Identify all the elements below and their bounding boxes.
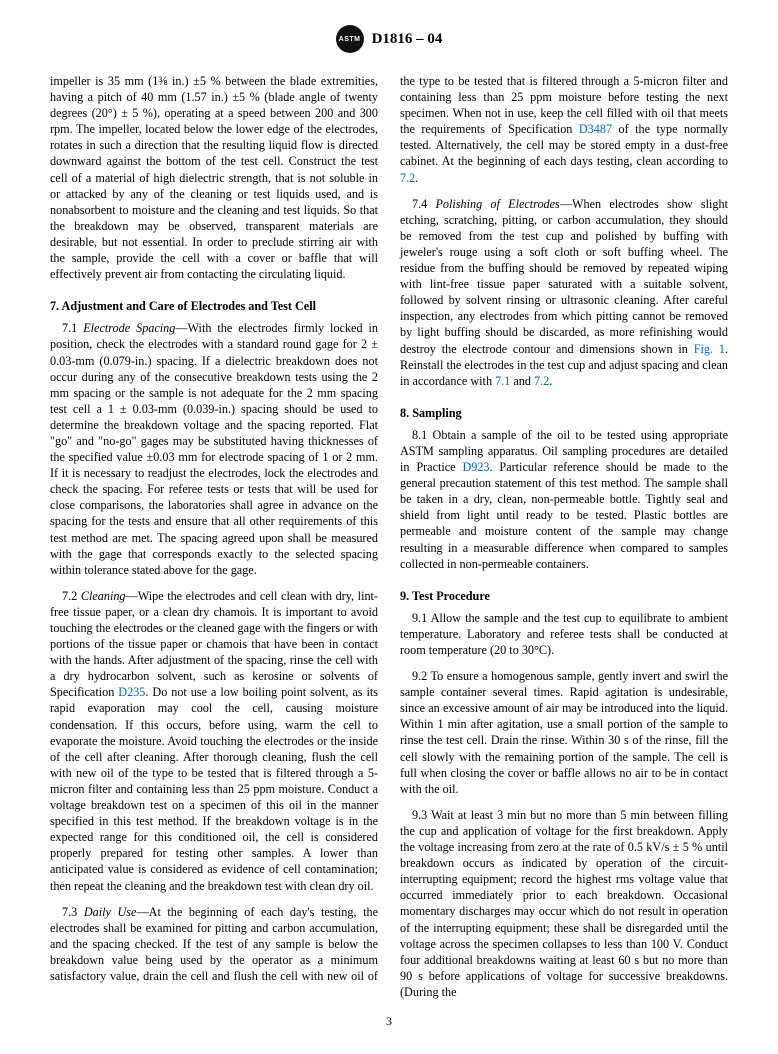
para-8-1: 8.1 Obtain a sample of the oil to be tes…	[400, 427, 728, 572]
para-impeller: impeller is 35 mm (1⅜ in.) ±5 % between …	[50, 73, 378, 282]
body-7-2-b: . Do not use a low boiling point solvent…	[50, 685, 378, 892]
page-header: ASTM D1816 – 04	[50, 25, 728, 53]
para-7-2: 7.2 Cleaning—Wipe the electrodes and cel…	[50, 588, 378, 894]
body-7-1: —With the electrodes firmly locked in po…	[50, 321, 378, 576]
lead-7-2: 7.2	[62, 589, 81, 603]
subtitle-7-4: Polishing of Electrodes	[435, 197, 559, 211]
ref-fig1[interactable]: Fig. 1	[694, 342, 725, 356]
standard-designation: D1816 – 04	[372, 31, 443, 48]
para-9-1: 9.1 Allow the sample and the test cup to…	[400, 610, 728, 658]
page-number: 3	[50, 1014, 728, 1029]
lead-7-3: 7.3	[62, 905, 84, 919]
para-9-3: 9.3 Wait at least 3 min but no more than…	[400, 807, 728, 1000]
subtitle-7-3: Daily Use	[84, 905, 137, 919]
section-9-title: 9. Test Procedure	[400, 588, 728, 604]
subtitle-7-2: Cleaning	[81, 589, 126, 603]
ref-7-1[interactable]: 7.1	[495, 374, 510, 388]
para-9-2: 9.2 To ensure a homogenous sample, gentl…	[400, 668, 728, 797]
ref-d235[interactable]: D235	[118, 685, 145, 699]
ref-d923[interactable]: D923	[462, 460, 489, 474]
para-7-1: 7.1 Electrode Spacing—With the electrode…	[50, 320, 378, 578]
body-7-4-c: and	[510, 374, 534, 388]
ref-7-2-a[interactable]: 7.2	[400, 171, 415, 185]
body-8-1-b: . Particular reference should be made to…	[400, 460, 728, 571]
lead-7-1: 7.1	[62, 321, 83, 335]
ref-d3487[interactable]: D3487	[579, 122, 612, 136]
para-7-4: 7.4 Polishing of Electrodes—When electro…	[400, 196, 728, 389]
body-7-4-d: .	[549, 374, 552, 388]
body-7-2-a: —Wipe the electrodes and cell clean with…	[50, 589, 378, 700]
body-7-3-c: .	[415, 171, 418, 185]
subtitle-7-1: Electrode Spacing	[83, 321, 175, 335]
body-7-4-a: —When electrodes show slight etching, sc…	[400, 197, 728, 356]
body-columns: impeller is 35 mm (1⅜ in.) ±5 % between …	[50, 73, 728, 1000]
section-7-title: 7. Adjustment and Care of Electrodes and…	[50, 298, 378, 314]
lead-7-4: 7.4	[412, 197, 435, 211]
section-8-title: 8. Sampling	[400, 405, 728, 421]
ref-7-2-b[interactable]: 7.2	[534, 374, 549, 388]
astm-logo: ASTM	[336, 25, 364, 53]
